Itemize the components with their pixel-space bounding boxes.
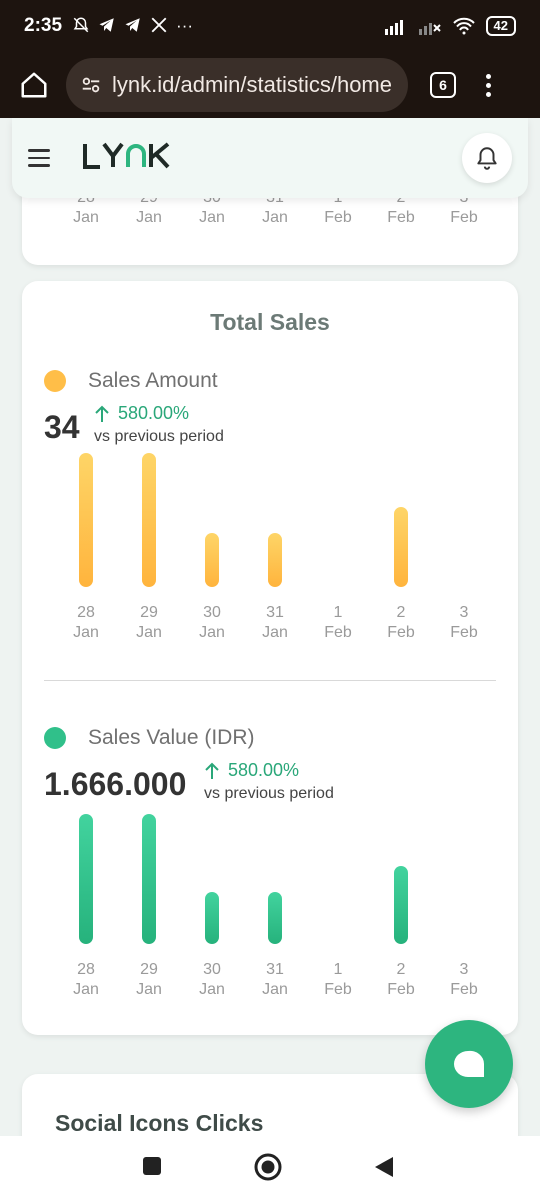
- site-settings-icon[interactable]: [80, 74, 102, 96]
- square-icon: [143, 1157, 161, 1175]
- sales-amount-legend: Sales Amount: [44, 369, 218, 393]
- back-button[interactable]: [374, 1156, 394, 1183]
- telegram-icon: [99, 18, 114, 32]
- sales-amount-label: Sales Amount: [88, 369, 218, 392]
- bar[interactable]: [79, 453, 93, 587]
- signal-icon: [384, 20, 403, 35]
- sales-value-legend: Sales Value (IDR): [44, 726, 255, 750]
- battery-indicator: 42: [485, 16, 516, 36]
- home-button[interactable]: [14, 65, 54, 105]
- arrow-up-icon: [205, 762, 219, 779]
- card-title: Social Icons Clicks: [55, 1110, 264, 1136]
- bar[interactable]: [394, 866, 408, 944]
- sales-amount-change-pct: 580.00%: [118, 403, 190, 423]
- signal-off-icon: [418, 23, 441, 35]
- x-icon: [151, 17, 167, 33]
- card-title: Total Sales: [210, 309, 330, 335]
- browser-toolbar: lynk.id/admin/statistics/home 6: [0, 52, 540, 118]
- sales-value-change-pct: 580.00%: [228, 760, 300, 780]
- home-icon: [21, 72, 47, 98]
- circle-home-icon: [254, 1153, 282, 1181]
- notifications-button[interactable]: [462, 133, 512, 183]
- home-nav-button[interactable]: [254, 1153, 282, 1186]
- chat-bubble-icon: [454, 1050, 485, 1077]
- browser-menu-button[interactable]: [486, 73, 491, 97]
- sales-value-label: Sales Value (IDR): [88, 726, 255, 749]
- url-text: lynk.id/admin/statistics/home: [112, 72, 392, 97]
- recents-button[interactable]: [142, 1156, 162, 1181]
- back-triangle-icon: [375, 1157, 393, 1177]
- telegram-icon: [125, 18, 140, 32]
- bar[interactable]: [142, 814, 156, 944]
- app-header: [12, 118, 528, 198]
- sales-value-change-note: vs previous period: [204, 785, 334, 802]
- system-nav-bar: [0, 1136, 540, 1200]
- wifi-icon: [452, 17, 475, 35]
- bar[interactable]: [205, 892, 219, 944]
- bar[interactable]: [268, 892, 282, 944]
- sales-value-value: 1.666.000: [44, 766, 187, 802]
- address-bar[interactable]: lynk.id/admin/statistics/home: [66, 58, 408, 112]
- chat-button[interactable]: [425, 1020, 513, 1108]
- logo[interactable]: [82, 141, 172, 175]
- sales-value-change: 580.00% vs previous period: [204, 760, 334, 803]
- bar[interactable]: [205, 533, 219, 587]
- bell-icon: [477, 147, 497, 170]
- bar[interactable]: [394, 507, 408, 587]
- sales-amount-dot: [44, 370, 66, 392]
- bell-off-icon: [73, 17, 89, 33]
- more-notifications-icon: ···: [176, 16, 194, 35]
- hamburger-menu-button[interactable]: [28, 149, 50, 167]
- sales-amount-change: 580.00% vs previous period: [94, 403, 224, 446]
- bar[interactable]: [79, 814, 93, 944]
- sales-amount-value: 34: [44, 409, 80, 445]
- arrow-up-icon: [95, 405, 109, 422]
- tab-switcher-button[interactable]: 6: [430, 72, 456, 98]
- divider: [44, 680, 496, 681]
- status-bar: 2:35 ··· 42: [0, 0, 540, 52]
- total-sales-card: Total Sales Sales Amount 34 580.00% vs p…: [22, 281, 518, 1035]
- sales-value-dot: [44, 727, 66, 749]
- status-time: 2:35: [24, 15, 63, 36]
- sales-amount-change-note: vs previous period: [94, 428, 224, 445]
- bar[interactable]: [142, 453, 156, 587]
- lynk-logo: [83, 141, 170, 169]
- bar[interactable]: [268, 533, 282, 587]
